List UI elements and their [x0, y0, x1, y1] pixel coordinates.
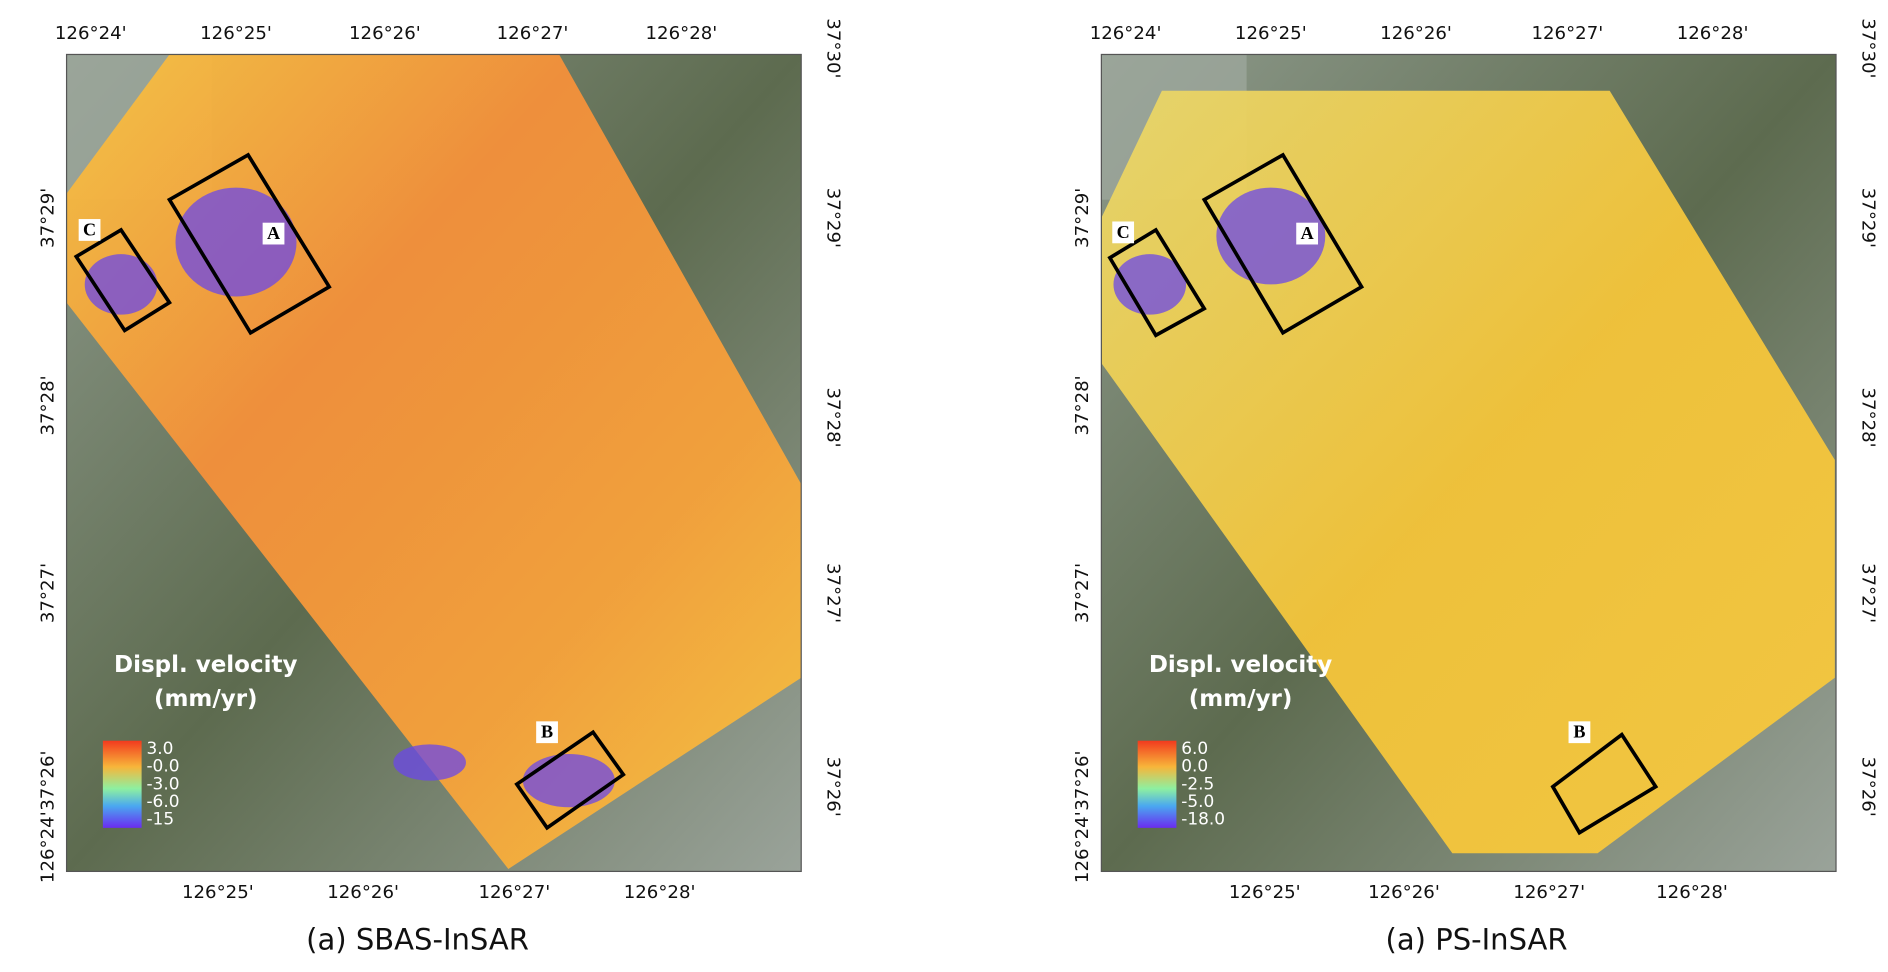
top-tick-label: 126°27' — [1531, 23, 1603, 44]
box-label: B — [1573, 722, 1585, 742]
right-tick-label: 37°29' — [1857, 188, 1878, 248]
bottom-tick-label: 126°27' — [1513, 882, 1585, 903]
legend-label: -15 — [146, 808, 174, 828]
panel: A B C 126°24' 126°25' 126°26' 126°27' 126°28' 12… — [1072, 18, 1878, 956]
map-frame — [65, 53, 802, 873]
legend-label: -18.0 — [1181, 808, 1225, 828]
legend-title: (mm/yr) — [154, 686, 258, 712]
caption: (a) SBAS-InSAR — [306, 923, 529, 957]
subsidence-zone — [175, 187, 297, 297]
left-tick-label: 37°27' — [1072, 563, 1093, 623]
box-label: B — [541, 722, 553, 742]
left-tick-label: 37°28' — [1072, 375, 1093, 435]
right-tick-label: 37°29' — [823, 188, 844, 248]
top-tick-label: 126°24' — [55, 23, 127, 44]
panels: A B C 126°24' 126°25' 126°26' 126°27' 126°28' 12… — [37, 18, 1878, 956]
top-tick-label: 126°28' — [1677, 23, 1749, 44]
top-tick-label: 126°28' — [646, 23, 718, 44]
legend-label: -5.0 — [1181, 791, 1214, 811]
box-label: C — [1117, 222, 1130, 242]
right-tick-label: 37°26' — [1857, 757, 1878, 817]
bottom-tick-label: 126°25' — [182, 882, 254, 903]
right-tick-label: 37°30' — [823, 18, 844, 78]
box-label: A — [1301, 223, 1314, 243]
box-label: A — [267, 223, 280, 243]
top-tick-label: 126°26' — [349, 23, 421, 44]
legend-label: -0.0 — [146, 756, 179, 776]
box-label-bg — [1568, 721, 1591, 744]
top-tick-label: 126°24' — [1090, 23, 1162, 44]
subsidence-zone — [1216, 187, 1326, 285]
right-tick-label: 37°27' — [1857, 563, 1878, 623]
legend-title: Displ. velocity — [114, 652, 297, 678]
legend-label: 0.0 — [1181, 756, 1208, 776]
legend-label: -2.5 — [1181, 773, 1214, 793]
study-box — [73, 227, 172, 333]
study-box — [514, 729, 626, 831]
left-tick-label: 126°24' — [1072, 811, 1093, 883]
box-label-bg — [1112, 221, 1135, 244]
map-frame — [1100, 53, 1837, 873]
right-tick-label: 37°30' — [1857, 18, 1878, 78]
colorbar — [1137, 740, 1177, 828]
box-label-bg — [1296, 222, 1319, 245]
study-box — [166, 152, 332, 336]
bottom-tick-label: 126°28' — [624, 882, 696, 903]
legend-label: 3.0 — [146, 738, 173, 758]
top-tick-label: 126°25' — [200, 23, 272, 44]
legend-label: -3.0 — [146, 773, 179, 793]
study-box — [1107, 227, 1207, 338]
legend-title: (mm/yr) — [1189, 686, 1293, 712]
box-label: C — [83, 219, 96, 239]
study-box — [1201, 152, 1365, 336]
left-tick-label: 37°28' — [37, 375, 58, 435]
left-tick-label: 37°29' — [1072, 188, 1093, 248]
left-tick-label: 37°29' — [37, 188, 58, 248]
subsidence-zone — [1113, 254, 1187, 315]
bottom-tick-label: 126°28' — [1656, 882, 1728, 903]
colorbar — [102, 740, 142, 828]
right-tick-label: 37°28' — [1857, 387, 1878, 447]
top-tick-label: 126°27' — [497, 23, 569, 44]
right-tick-label: 37°28' — [823, 387, 844, 447]
legend-label: -6.0 — [146, 791, 179, 811]
legend-label: 6.0 — [1181, 738, 1208, 758]
top-tick-label: 126°25' — [1235, 23, 1307, 44]
right-tick-label: 37°27' — [823, 563, 844, 623]
caption: (a) PS-InSAR — [1386, 923, 1568, 957]
box-label-bg — [262, 222, 285, 245]
bottom-tick-label: 126°27' — [478, 882, 550, 903]
left-tick-label: 37°26' — [1072, 751, 1093, 811]
bottom-tick-label: 126°26' — [327, 882, 399, 903]
top-tick-label: 126°26' — [1380, 23, 1452, 44]
study-box — [1550, 732, 1659, 836]
bottom-tick-label: 126°26' — [1368, 882, 1440, 903]
panel: A B C 126°24' 126°25' 126°26' 126°27' 126°28' 12… — [37, 18, 843, 956]
legend-title: Displ. velocity — [1149, 652, 1332, 678]
subsidence-zone — [522, 754, 615, 808]
box-label-bg — [78, 219, 101, 241]
right-tick-label: 37°26' — [823, 757, 844, 817]
subsidence-zone — [393, 744, 466, 781]
bottom-tick-label: 126°25' — [1229, 882, 1301, 903]
left-tick-label: 37°26' — [37, 751, 58, 811]
box-label-bg — [536, 721, 558, 744]
left-tick-label: 37°27' — [37, 563, 58, 623]
left-tick-label: 126°24' — [37, 811, 58, 883]
